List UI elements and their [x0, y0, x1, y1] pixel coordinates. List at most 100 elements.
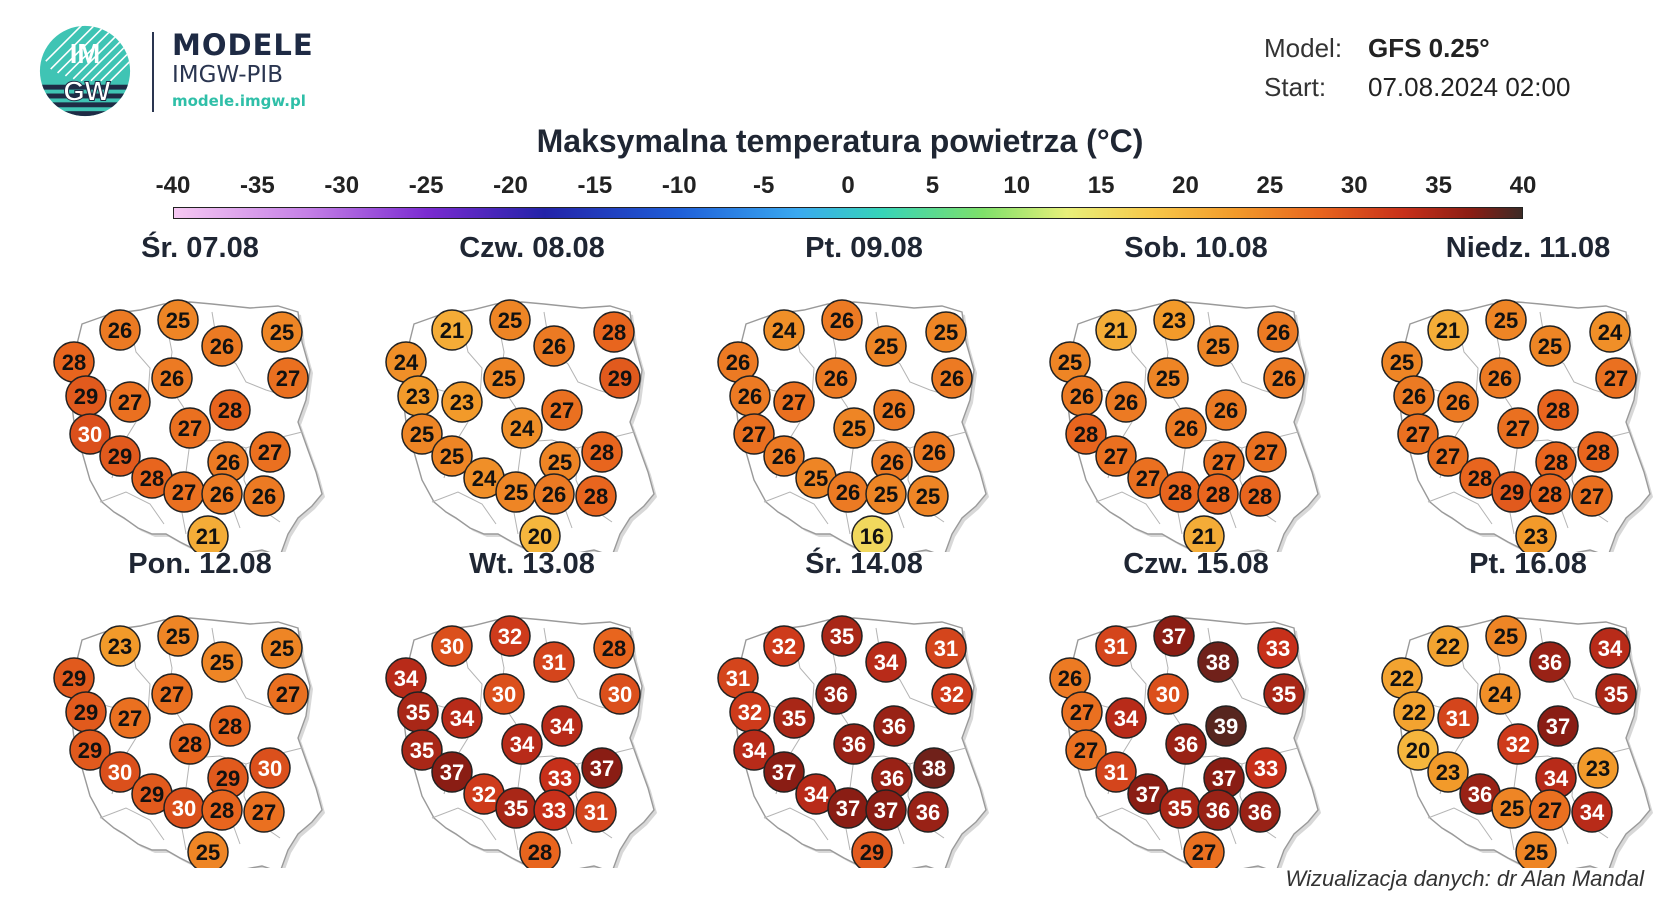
- temperature-value: 27: [1538, 798, 1562, 823]
- temperature-value: 34: [874, 650, 899, 675]
- temperature-value: 28: [218, 398, 242, 423]
- temperature-value: 35: [1272, 682, 1296, 707]
- temperature-marker: [1437, 697, 1479, 739]
- temperature-value: 37: [772, 760, 796, 785]
- temperature-value: 26: [830, 308, 854, 333]
- poland-map: 22 22 25 36 34 35 22 31 24 37 20 32 23 34 23 36 25 27 34 25: [1381, 615, 1653, 868]
- temperature-value: 29: [108, 444, 132, 469]
- temperature-value: 30: [172, 796, 196, 821]
- temperature-marker: [519, 515, 561, 552]
- temperature-marker: [209, 705, 251, 747]
- day-label: Śr. 07.08: [141, 232, 259, 264]
- temperature-value: 27: [276, 682, 300, 707]
- temperature-value: 34: [550, 714, 575, 739]
- temperature-value: 24: [472, 466, 497, 491]
- temperature-value: 25: [410, 422, 434, 447]
- temperature-value: 35: [410, 738, 434, 763]
- colorbar-tick: 10: [1003, 172, 1031, 199]
- temperature-value: 27: [1506, 416, 1530, 441]
- colorbar-tick: 0: [841, 172, 855, 199]
- temperature-value: 36: [916, 800, 940, 825]
- temperature-marker: [201, 789, 243, 831]
- colorbar-tick: 20: [1172, 172, 1199, 199]
- temperature-value: 28: [62, 350, 86, 375]
- temperature-marker: [1165, 407, 1207, 449]
- temperature-marker: [733, 413, 775, 455]
- colorbar-tick: 40: [1509, 172, 1537, 199]
- temperature-value: 27: [1104, 444, 1128, 469]
- temperature-marker: [1183, 831, 1225, 868]
- temperature-marker: [1497, 723, 1539, 765]
- temperature-marker: [1397, 413, 1439, 455]
- temperature-marker: [533, 473, 575, 515]
- temperature-value: 25: [1494, 308, 1518, 333]
- forecast-panel: 24 21 25 26 28 29 23 23 25 27 25 24 25 25 28 24 25 26 28 20…: [372, 232, 692, 552]
- temperature-marker: [157, 615, 199, 657]
- temperature-value: 27: [1254, 440, 1278, 465]
- temperature-marker: [187, 831, 229, 868]
- temperature-value: 30: [492, 682, 516, 707]
- brand-divider: [152, 32, 154, 112]
- temperature-marker: [249, 431, 291, 473]
- forecast-panel: 31 32 35 34 31 32 32 35 36 36 34 36 37 36 38 34 37 37 36 29…: [704, 548, 1024, 868]
- temperature-value: 25: [1500, 796, 1524, 821]
- temperature-marker: [581, 747, 623, 789]
- temperature-value: 28: [1586, 440, 1610, 465]
- temperature-marker: [851, 831, 893, 868]
- temperature-marker: [1485, 615, 1527, 657]
- temperature-marker: [201, 325, 243, 367]
- temperature-value: 32: [1506, 732, 1530, 757]
- temperature-value: 31: [726, 666, 750, 691]
- temperature-value: 26: [210, 334, 234, 359]
- temperature-marker: [1147, 673, 1189, 715]
- temperature-value: 25: [440, 444, 464, 469]
- temperature-marker: [541, 389, 583, 431]
- temperature-value: 34: [510, 732, 535, 757]
- colorbar-tick: -10: [661, 172, 697, 199]
- temperature-marker: [1437, 381, 1479, 423]
- temperature-value: 25: [548, 450, 572, 475]
- temperature-marker: [865, 473, 907, 515]
- temperature-marker: [1095, 435, 1137, 477]
- temperature-value: 26: [1070, 384, 1094, 409]
- temperature-marker: [501, 407, 543, 449]
- temperature-marker: [249, 747, 291, 789]
- temperature-value: 29: [74, 700, 98, 725]
- temperature-marker: [1197, 325, 1239, 367]
- temperature-marker: [575, 791, 617, 833]
- temperature-value: 28: [1074, 422, 1098, 447]
- day-label: Sob. 10.08: [1124, 232, 1268, 264]
- temperature-value: 28: [1544, 450, 1568, 475]
- temperature-marker: [593, 627, 635, 669]
- temperature-marker: [533, 325, 575, 367]
- temperature-marker: [1197, 473, 1239, 515]
- colorbar-tick: -5: [752, 172, 775, 199]
- temperature-value: 25: [196, 840, 220, 865]
- temperature-marker: [733, 729, 775, 771]
- temperature-value: 37: [1546, 714, 1570, 739]
- region-border: [763, 491, 829, 525]
- temperature-value: 29: [860, 840, 884, 865]
- temperature-value: 25: [1390, 350, 1414, 375]
- temperature-marker: [599, 673, 641, 715]
- temperature-value: 26: [252, 484, 276, 509]
- brand-subtitle: IMGW-PIB: [172, 62, 283, 88]
- day-label: Pt. 16.08: [1469, 548, 1587, 580]
- temperature-marker: [1571, 791, 1613, 833]
- temperature-value: 35: [830, 624, 854, 649]
- temperature-marker: [815, 357, 857, 399]
- temperature-value: 26: [108, 318, 132, 343]
- temperature-value: 34: [1544, 766, 1569, 791]
- temperature-value: 26: [922, 440, 946, 465]
- temperature-value: 34: [450, 706, 475, 731]
- temperature-value: 37: [874, 798, 898, 823]
- region-border: [1095, 491, 1161, 525]
- temperature-value: 27: [1436, 444, 1460, 469]
- temperature-value: 26: [1402, 384, 1426, 409]
- forecast-panel: 34 30 32 31 28 30 35 34 30 34 35 34 37 33 37 32 35 33 31 28…: [372, 548, 692, 868]
- brand-url: modele.imgw.pl: [172, 92, 306, 110]
- temperature-value: 36: [1248, 800, 1272, 825]
